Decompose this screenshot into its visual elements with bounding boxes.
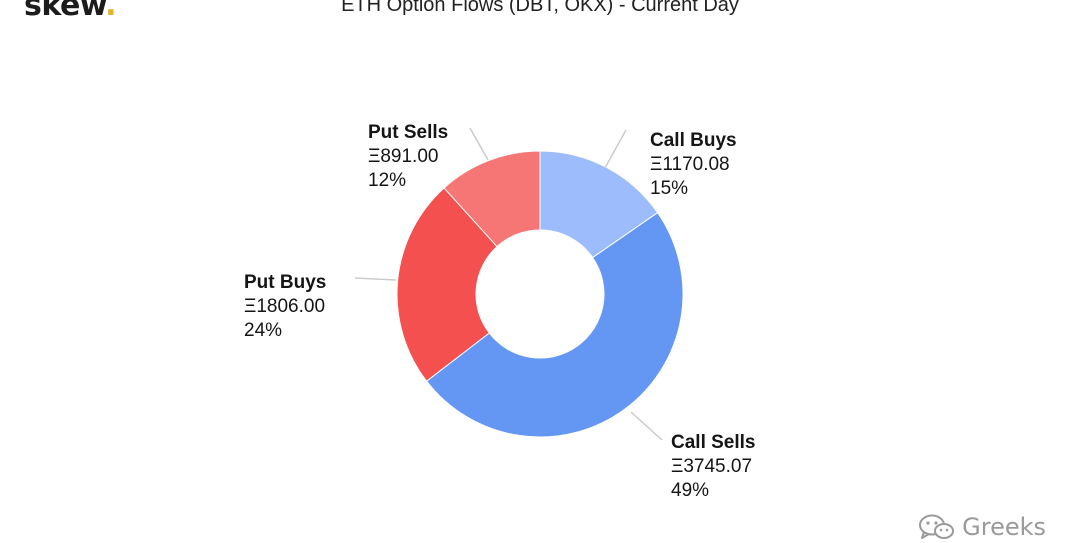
label-name-put-buys: Put Buys — [244, 272, 326, 293]
brand-logo: skew. — [24, 0, 117, 23]
label-percent-call-sells: 49% — [671, 480, 709, 501]
label-name-call-sells: Call Sells — [671, 432, 756, 453]
label-percent-put-buys: 24% — [244, 320, 282, 341]
label-name-call-buys: Call Buys — [650, 130, 737, 151]
slice-call-sells[interactable] — [425, 211, 684, 438]
brand-name: skew — [24, 0, 106, 23]
brand-dot: . — [105, 0, 117, 23]
label-percent-call-buys: 15% — [650, 178, 688, 199]
label-value-call-buys: Ξ1170.08 — [650, 154, 730, 175]
connector-put-buys — [354, 277, 397, 281]
slice-put-sells[interactable] — [443, 150, 541, 248]
label-value-put-buys: Ξ1806.00 — [244, 296, 325, 317]
label-percent-put-sells: 12% — [368, 170, 406, 191]
wechat-icon — [919, 514, 955, 539]
connector-put-sells — [469, 127, 489, 161]
label-name-put-sells: Put Sells — [368, 122, 448, 143]
slice-put-buys[interactable] — [396, 187, 498, 382]
chart-title: ETH Option Flows (DBT, OKX) - Current Da… — [341, 0, 739, 16]
connector-call-sells — [630, 411, 663, 441]
slices-layer — [396, 150, 684, 438]
labels-layer: Call Buys Ξ1170.08 15% Call Sells Ξ3745.07 49… — [244, 122, 756, 501]
label-value-call-sells: Ξ3745.07 — [671, 456, 752, 477]
connectors-layer — [354, 127, 663, 441]
label-value-put-sells: Ξ891.00 — [368, 146, 438, 167]
watermark-text: Greeks — [962, 513, 1046, 541]
watermark: Greeks — [918, 513, 1046, 541]
connector-call-buys — [604, 129, 627, 169]
